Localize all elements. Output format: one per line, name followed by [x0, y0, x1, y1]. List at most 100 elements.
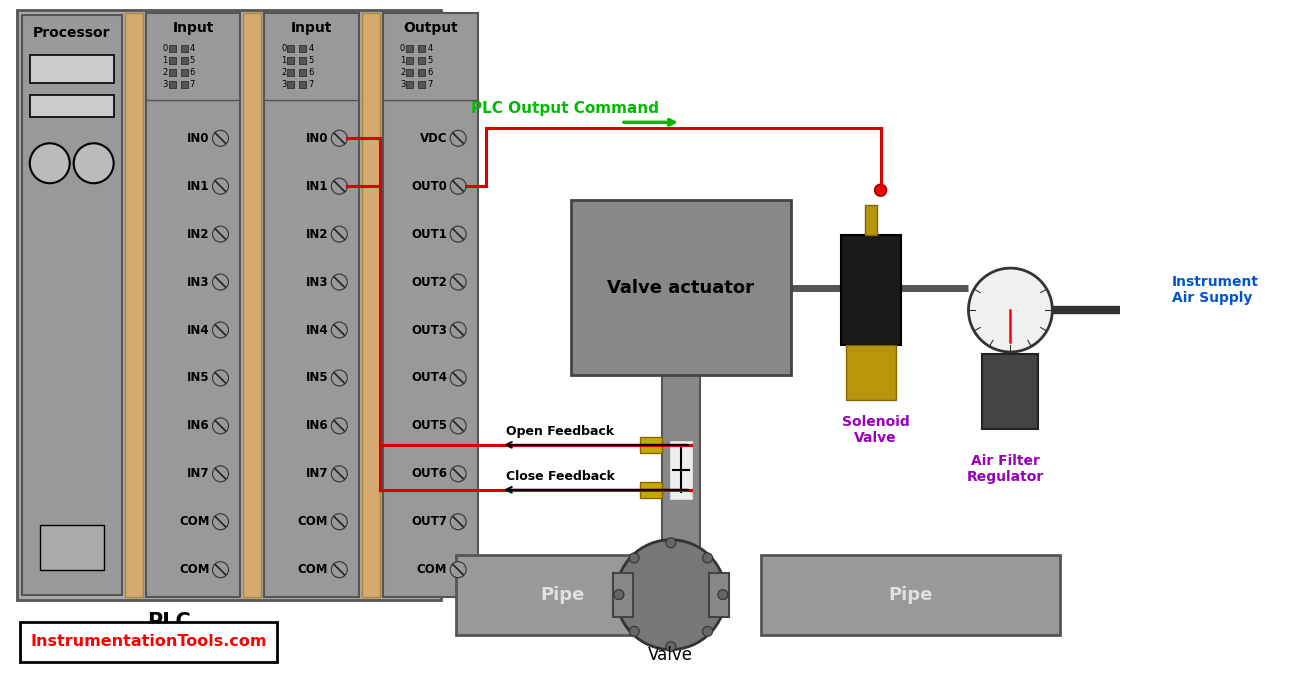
Text: Input: Input: [172, 21, 214, 36]
Text: Output: Output: [403, 21, 458, 36]
Bar: [287, 45, 295, 52]
Text: VDC: VDC: [420, 132, 448, 144]
Text: 0: 0: [162, 45, 167, 54]
Bar: [180, 81, 188, 88]
Text: Instrument
Air Supply: Instrument Air Supply: [1172, 275, 1259, 305]
Text: IN7: IN7: [187, 467, 210, 480]
Text: 2: 2: [401, 68, 406, 77]
Circle shape: [30, 143, 69, 183]
Bar: [146, 14, 240, 596]
Text: 5: 5: [189, 56, 194, 65]
Bar: [669, 440, 693, 499]
Bar: [418, 57, 425, 65]
Text: OUT0: OUT0: [411, 180, 448, 193]
Text: 3: 3: [399, 80, 406, 89]
Circle shape: [213, 514, 228, 530]
Circle shape: [450, 514, 466, 530]
Circle shape: [331, 274, 347, 290]
Text: Air Filter
Regulator: Air Filter Regulator: [967, 454, 1044, 484]
Bar: [662, 375, 699, 565]
Circle shape: [968, 268, 1052, 352]
Text: IN5: IN5: [305, 372, 329, 385]
Text: OUT3: OUT3: [411, 323, 448, 336]
Bar: [709, 572, 728, 616]
Bar: [180, 69, 188, 76]
Text: PLC: PLC: [147, 612, 191, 632]
Bar: [363, 14, 380, 596]
Bar: [406, 81, 414, 88]
Circle shape: [213, 274, 228, 290]
Circle shape: [213, 130, 228, 147]
Bar: [572, 200, 791, 375]
Text: OUT7: OUT7: [411, 515, 448, 528]
Circle shape: [213, 226, 228, 242]
Circle shape: [450, 226, 466, 242]
Text: 7: 7: [308, 80, 313, 89]
Text: 4: 4: [427, 45, 432, 54]
Text: 0: 0: [281, 45, 286, 54]
Text: IN7: IN7: [305, 467, 329, 480]
Text: IN6: IN6: [305, 420, 329, 432]
Bar: [30, 56, 114, 83]
Text: PLC Output Command: PLC Output Command: [471, 101, 659, 116]
Bar: [168, 57, 176, 65]
Text: 5: 5: [308, 56, 313, 65]
Circle shape: [616, 539, 726, 649]
Circle shape: [450, 561, 466, 578]
Text: 0: 0: [401, 45, 406, 54]
Bar: [418, 81, 425, 88]
Bar: [17, 10, 441, 600]
Circle shape: [718, 590, 728, 600]
Bar: [244, 14, 261, 596]
Text: 2: 2: [162, 68, 167, 77]
Text: IN0: IN0: [305, 132, 329, 144]
Text: 6: 6: [427, 68, 432, 77]
Bar: [180, 45, 188, 52]
Circle shape: [666, 538, 676, 548]
Text: IN2: IN2: [305, 228, 329, 241]
Text: IN2: IN2: [187, 228, 210, 241]
Bar: [639, 482, 662, 498]
Bar: [613, 572, 633, 616]
Circle shape: [331, 418, 347, 434]
Bar: [406, 69, 414, 76]
Text: COM: COM: [298, 515, 329, 528]
Circle shape: [213, 418, 228, 434]
Text: IN3: IN3: [187, 276, 210, 288]
Bar: [865, 205, 877, 235]
Bar: [384, 14, 478, 596]
Text: Solenoid
Valve: Solenoid Valve: [842, 415, 910, 445]
Text: 3: 3: [162, 80, 167, 89]
Circle shape: [213, 178, 228, 194]
Text: Close Feedback: Close Feedback: [506, 470, 615, 483]
Circle shape: [629, 626, 639, 636]
Text: IN4: IN4: [187, 323, 210, 336]
Bar: [125, 14, 142, 596]
Text: IN3: IN3: [305, 276, 329, 288]
Circle shape: [331, 178, 347, 194]
Circle shape: [331, 466, 347, 482]
Circle shape: [213, 322, 228, 338]
Text: 5: 5: [427, 56, 432, 65]
Text: OUT4: OUT4: [411, 372, 448, 385]
Text: IN0: IN0: [187, 132, 210, 144]
Text: Processor: Processor: [33, 26, 111, 41]
Circle shape: [331, 370, 347, 386]
Bar: [299, 69, 307, 76]
Bar: [168, 81, 176, 88]
Text: COM: COM: [416, 563, 448, 576]
Bar: [840, 235, 900, 345]
Text: 7: 7: [427, 80, 432, 89]
Text: IN5: IN5: [187, 372, 210, 385]
Text: OUT2: OUT2: [411, 276, 448, 288]
Bar: [406, 45, 414, 52]
Circle shape: [450, 274, 466, 290]
Text: Open Feedback: Open Feedback: [506, 425, 615, 438]
Bar: [299, 57, 307, 65]
Text: 6: 6: [308, 68, 313, 77]
Bar: [287, 81, 295, 88]
Bar: [39, 525, 103, 570]
Text: Pipe: Pipe: [540, 585, 585, 603]
Circle shape: [702, 553, 713, 563]
Circle shape: [450, 370, 466, 386]
